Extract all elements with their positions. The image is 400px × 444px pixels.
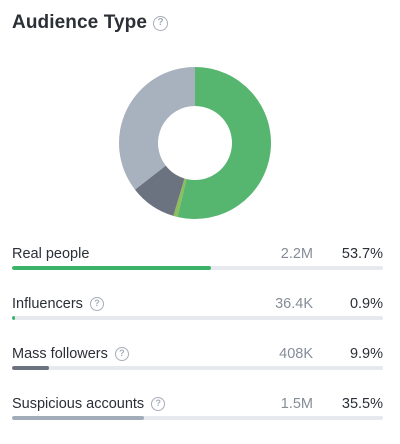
donut-slice-mass-followers[interactable] [134,165,185,216]
metric-label: Real people [12,246,90,262]
progress-track [12,316,383,320]
metric-row-mass-followers: Mass followers ? 408K 9.9% [12,346,383,376]
metric-count: 408K [279,346,313,362]
metric-label: Mass followers [12,346,108,362]
metric-row-real-people: Real people 2.2M 53.7% [12,246,383,276]
question-circle-icon[interactable]: ? [153,15,169,31]
widget-title: Audience Type [12,12,148,33]
metric-percent: 9.9% [349,346,383,362]
metric-count: 1.5M [280,396,313,412]
metric-row-suspicious-accounts: Suspicious accounts ? 1.5M 35.5% [12,396,383,426]
progress-track [12,416,383,420]
metric-percent: 53.7% [341,246,383,262]
donut-slice-real-people[interactable] [177,67,271,219]
progress-track [12,366,383,370]
question-circle-icon[interactable]: ? [89,297,104,311]
metric-percent: 0.9% [349,296,383,312]
audience-donut-chart [119,67,271,219]
metric-label: Influencers [12,296,83,312]
metric-count: 36.4K [275,296,313,312]
progress-fill [12,416,144,420]
progress-track [12,266,383,270]
question-circle-icon[interactable]: ? [151,397,166,411]
metric-percent: 35.5% [341,396,383,412]
widget-header: Audience Type ? [12,12,169,34]
progress-fill [12,316,16,320]
donut-slice-suspicious-accounts[interactable] [119,67,195,190]
donut-slice-influencers[interactable] [173,178,187,217]
metric-row-influencers: Influencers ? 36.4K 0.9% [12,296,383,326]
metric-count: 2.2M [280,246,313,262]
question-circle-icon[interactable]: ? [114,347,129,361]
progress-fill [12,366,49,370]
progress-fill [12,266,212,270]
metric-label: Suspicious accounts [12,396,145,412]
